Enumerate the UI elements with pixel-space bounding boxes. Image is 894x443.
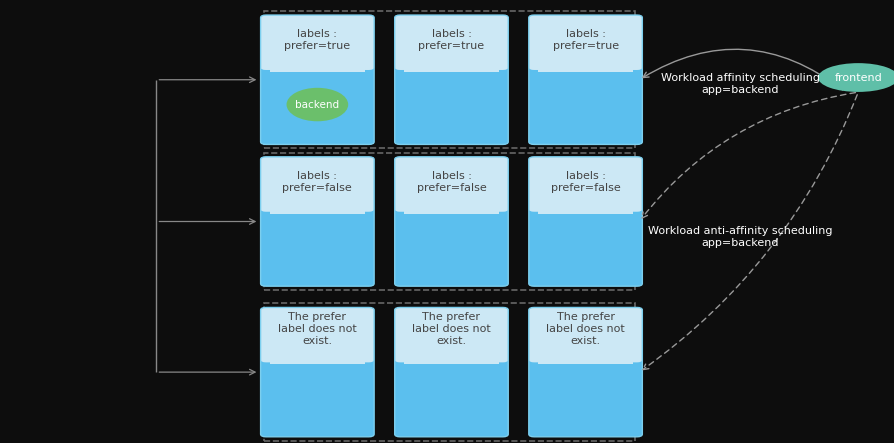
FancyBboxPatch shape: [395, 157, 508, 212]
Bar: [404, 196, 499, 214]
Bar: [270, 54, 365, 72]
Text: backend: backend: [295, 100, 340, 109]
Text: labels :
prefer=true: labels : prefer=true: [284, 29, 350, 51]
FancyBboxPatch shape: [395, 15, 508, 144]
FancyBboxPatch shape: [261, 157, 374, 212]
Bar: [264, 303, 635, 441]
FancyBboxPatch shape: [395, 15, 508, 70]
FancyBboxPatch shape: [529, 157, 642, 286]
FancyBboxPatch shape: [261, 307, 374, 362]
Text: labels :
prefer=false: labels : prefer=false: [417, 171, 486, 193]
Bar: [537, 54, 633, 72]
Bar: [404, 54, 499, 72]
Text: frontend: frontend: [834, 73, 882, 82]
Bar: [270, 196, 365, 214]
FancyBboxPatch shape: [529, 157, 642, 212]
Bar: [270, 347, 365, 364]
Text: The prefer
label does not
exist.: The prefer label does not exist.: [412, 311, 491, 346]
FancyBboxPatch shape: [261, 15, 374, 70]
Bar: [264, 11, 635, 148]
Ellipse shape: [286, 88, 349, 121]
FancyBboxPatch shape: [529, 307, 642, 437]
Text: Workload affinity scheduling
app=backend: Workload affinity scheduling app=backend: [661, 74, 820, 95]
FancyBboxPatch shape: [261, 307, 374, 437]
FancyBboxPatch shape: [395, 157, 508, 286]
FancyBboxPatch shape: [529, 15, 642, 144]
FancyBboxPatch shape: [395, 307, 508, 437]
Bar: [537, 196, 633, 214]
Bar: [404, 347, 499, 364]
FancyBboxPatch shape: [261, 157, 374, 286]
FancyBboxPatch shape: [395, 307, 508, 362]
Bar: [537, 347, 633, 364]
FancyBboxPatch shape: [261, 15, 374, 144]
Text: Workload anti-affinity scheduling
app=backend: Workload anti-affinity scheduling app=ba…: [648, 226, 832, 248]
Ellipse shape: [818, 63, 894, 92]
Text: The prefer
label does not
exist.: The prefer label does not exist.: [546, 311, 625, 346]
Text: labels :
prefer=false: labels : prefer=false: [283, 171, 352, 193]
FancyBboxPatch shape: [529, 15, 642, 70]
Text: labels :
prefer=true: labels : prefer=true: [552, 29, 619, 51]
FancyBboxPatch shape: [529, 307, 642, 362]
Bar: [264, 153, 635, 290]
Text: labels :
prefer=true: labels : prefer=true: [418, 29, 485, 51]
Text: labels :
prefer=false: labels : prefer=false: [551, 171, 620, 193]
Text: The prefer
label does not
exist.: The prefer label does not exist.: [278, 311, 357, 346]
